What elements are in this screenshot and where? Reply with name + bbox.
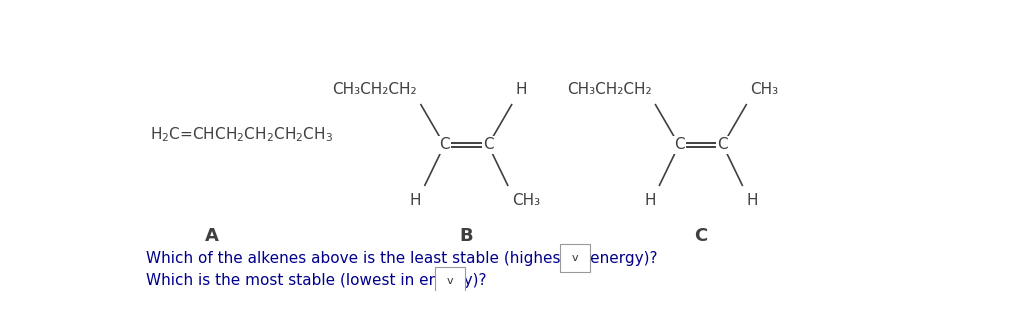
FancyBboxPatch shape: [435, 267, 465, 295]
Text: H: H: [410, 193, 421, 208]
Text: CH₃CH₂CH₂: CH₃CH₂CH₂: [567, 82, 652, 97]
Text: C: C: [717, 137, 728, 152]
Text: H: H: [747, 193, 758, 208]
Text: C: C: [694, 227, 707, 245]
Text: CH₃: CH₃: [512, 193, 540, 208]
Text: A: A: [205, 227, 219, 245]
FancyBboxPatch shape: [560, 245, 590, 272]
Text: H: H: [644, 193, 656, 208]
Text: CH₃CH₂CH₂: CH₃CH₂CH₂: [332, 82, 417, 97]
Text: v: v: [572, 253, 578, 263]
Text: H$_2$C=CHCH$_2$CH$_2$CH$_2$CH$_3$: H$_2$C=CHCH$_2$CH$_2$CH$_2$CH$_3$: [149, 126, 333, 144]
Text: C: C: [674, 137, 684, 152]
Text: H: H: [516, 82, 527, 97]
Text: v: v: [447, 276, 453, 286]
Text: C: C: [483, 137, 493, 152]
Text: Which of the alkenes above is the least stable (highest in energy)?: Which of the alkenes above is the least …: [145, 251, 657, 266]
Text: Which is the most stable (lowest in energy)?: Which is the most stable (lowest in ener…: [145, 273, 486, 288]
Text: CH₃: CH₃: [750, 82, 778, 97]
Text: C: C: [439, 137, 450, 152]
Text: B: B: [459, 227, 473, 245]
